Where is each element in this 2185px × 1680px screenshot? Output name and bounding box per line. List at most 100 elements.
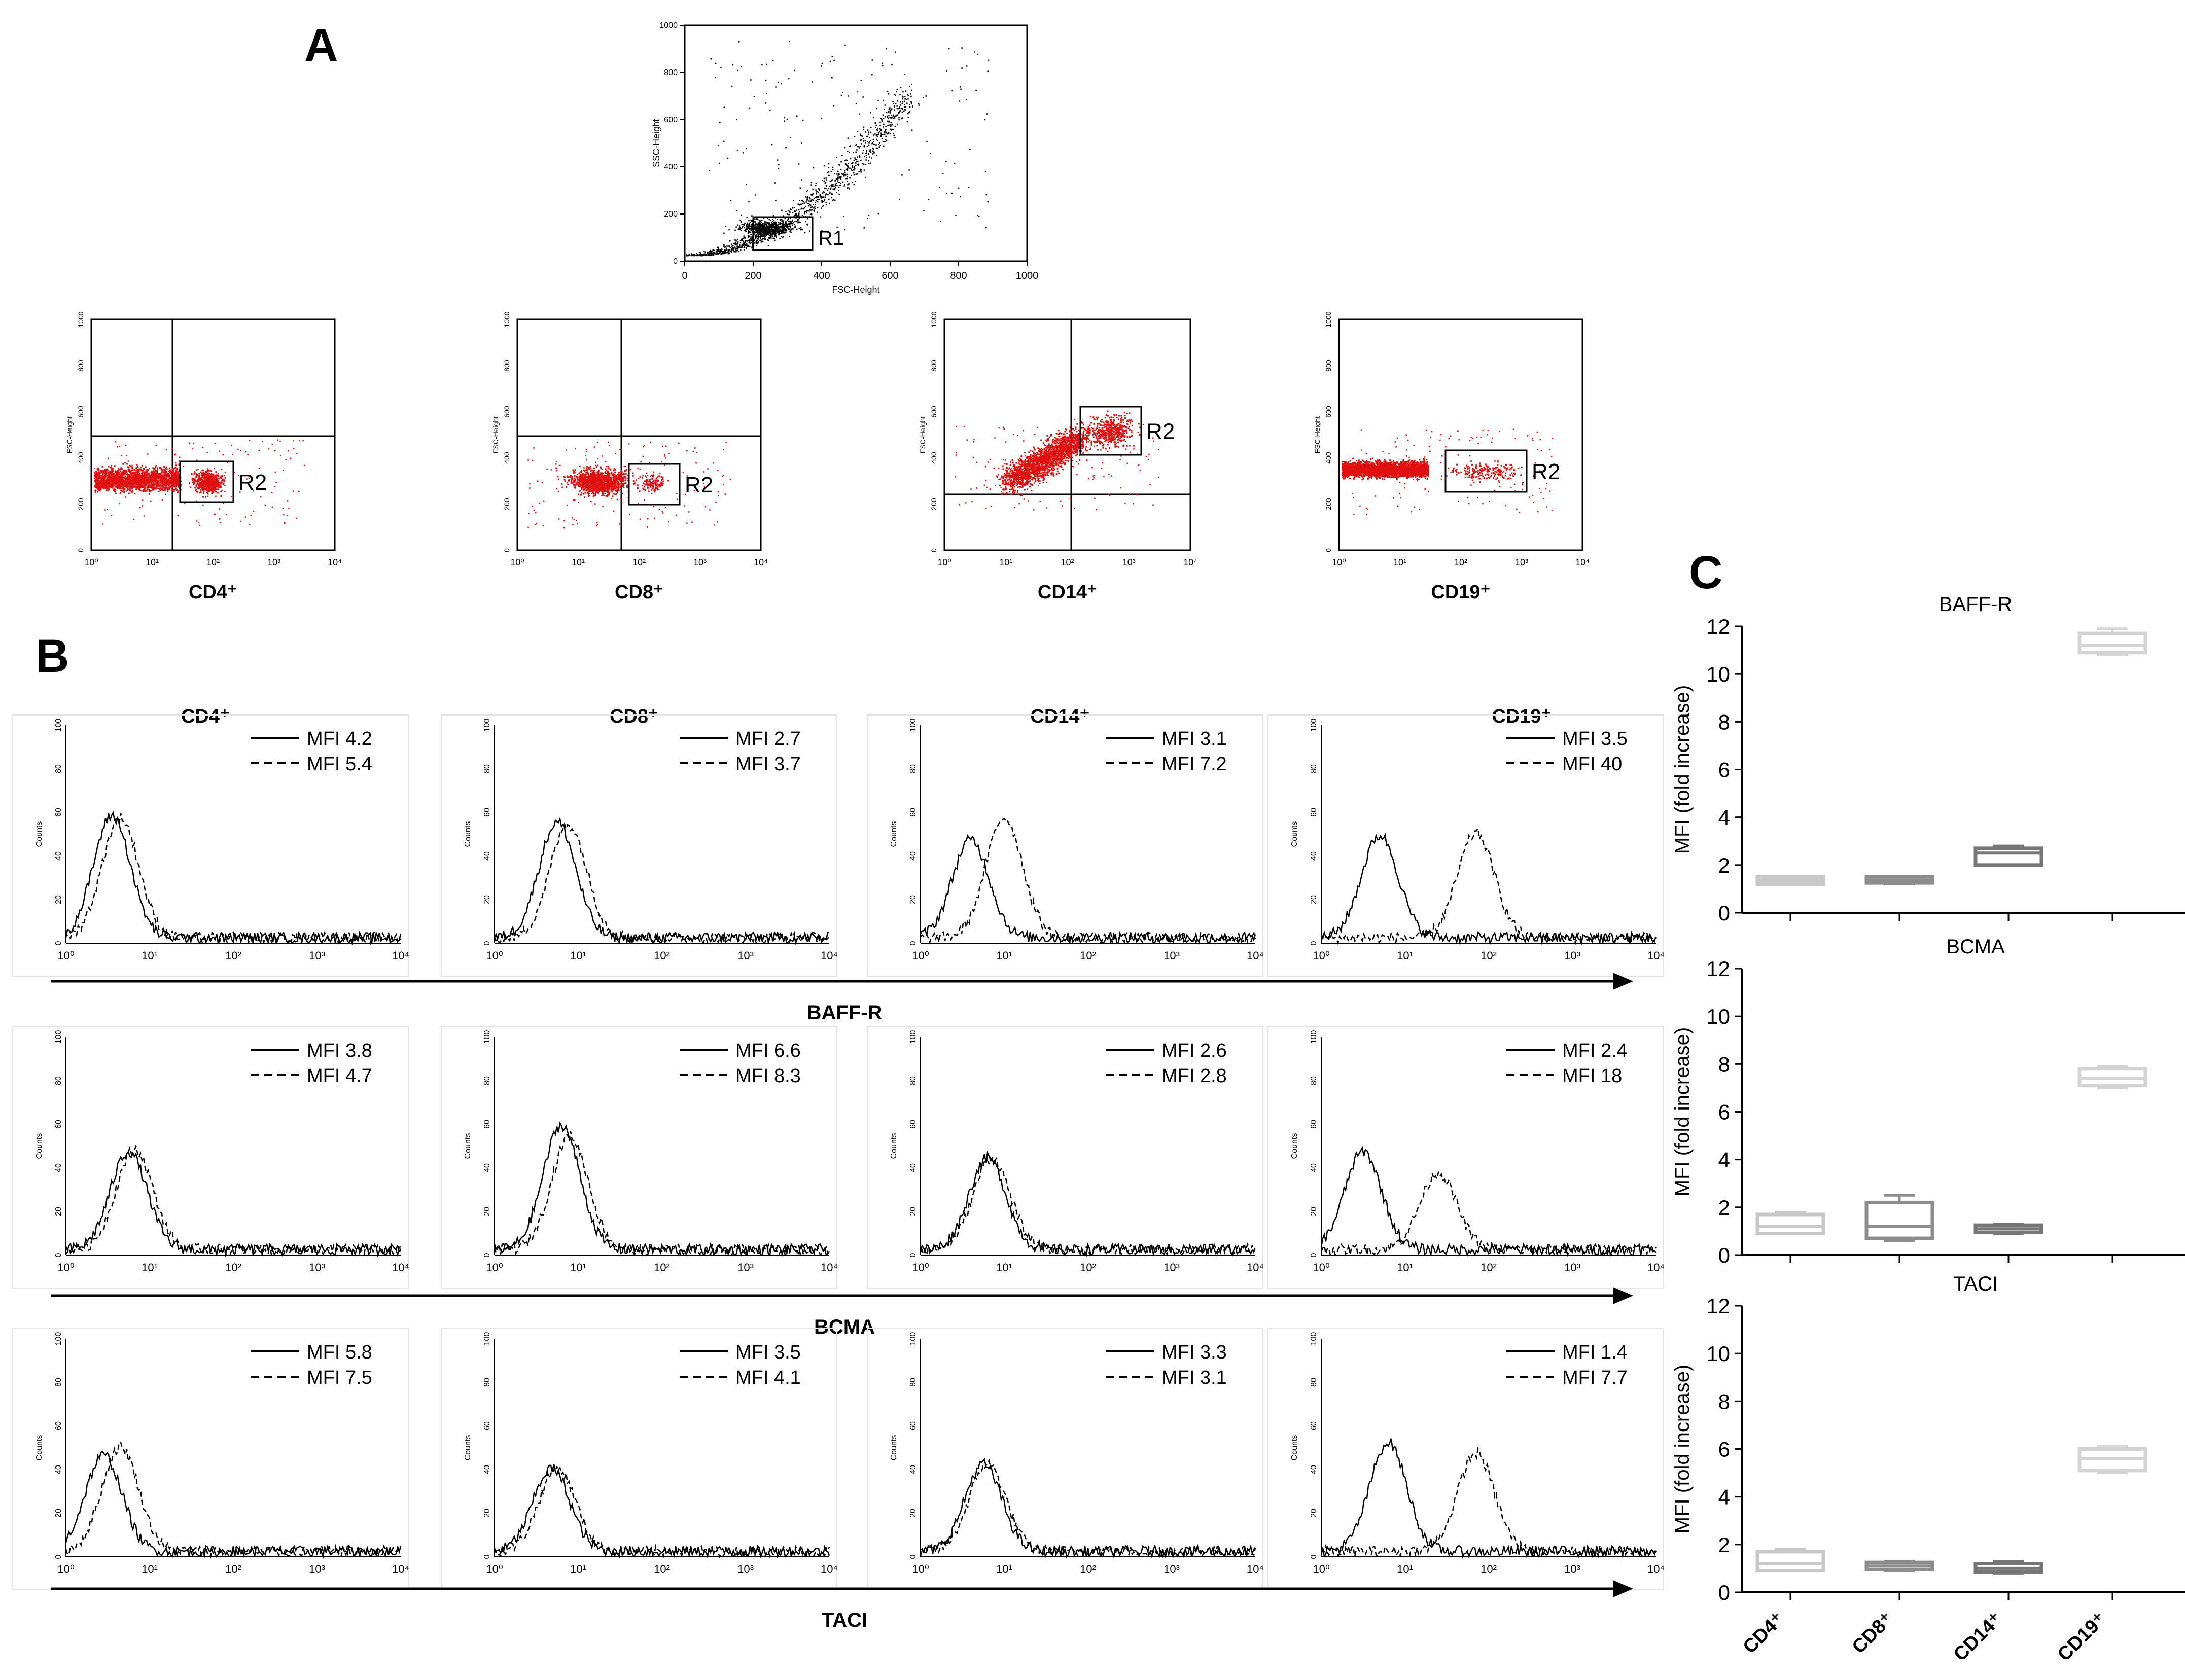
histogram-xtick-label: 10³ [1564, 949, 1580, 962]
box-iqr [1755, 1212, 1825, 1236]
histogram-solid-curve [494, 1121, 830, 1258]
region-label: R2 [1532, 459, 1560, 484]
histogram-plot-TACI-4: 0 20 40 60 80 100 Counts 10⁰ 10¹ 10² 10³ 10⁴ MFI 1.4… [1267, 1328, 1665, 1590]
region-label: R2 [1146, 419, 1175, 444]
box-chart-ytick-label: 10 [1706, 662, 1730, 686]
histogram-ylabel: Counts [1290, 1133, 1299, 1159]
histogram-ytick-label: 40 [54, 851, 63, 861]
column-header: CD8⁺ [610, 706, 658, 727]
legend-mfi-dashed: MFI 3.1 [1161, 1367, 1227, 1388]
histogram-ylabel: Counts [464, 821, 472, 847]
box-chart-title: BCMA [1946, 936, 2005, 958]
histogram-xtick-label: 10³ [737, 1261, 754, 1274]
legend-mfi-dashed: MFI 3.7 [735, 754, 801, 775]
legend-mfi-dashed: MFI 2.8 [1161, 1065, 1227, 1087]
box-chart-ytick-label: 12 [1706, 1294, 1730, 1318]
fsc-tick-label: 1000 [503, 311, 511, 327]
log-tick-label: 10² [1454, 557, 1467, 567]
box-chart-ylabel: MFI (fold increase) [1671, 685, 1694, 854]
gated-plot-label: CD4⁺ [189, 582, 237, 603]
legend-mfi-dashed: MFI 4.7 [307, 1065, 372, 1087]
gate-ytick-label: 0 [673, 257, 678, 266]
histogram-ytick-label: 60 [1310, 1421, 1318, 1431]
histogram-xtick-label: 10² [1080, 949, 1096, 962]
histogram-ytick-label: 60 [1310, 1120, 1318, 1129]
histogram-outer-frame [441, 1026, 837, 1289]
gate-xtick-label: 800 [950, 270, 967, 281]
log-tick-label: 10³ [693, 557, 707, 567]
histogram-xtick-label: 10² [225, 1261, 241, 1274]
histogram-ytick-label: 0 [1310, 1554, 1318, 1559]
histogram-xtick-label: 10² [1080, 1261, 1096, 1274]
legend-mfi-solid: MFI 3.5 [735, 1342, 801, 1363]
gated-plot-label: CD19⁺ [1431, 582, 1490, 603]
histogram-ytick-label: 80 [483, 1076, 491, 1085]
box-chart-title: TACI [1953, 1273, 1998, 1295]
histogram-xtick-label: 10³ [309, 949, 325, 962]
histogram-xtick-label: 10¹ [142, 1261, 158, 1274]
histogram-dashed-curve [1320, 1446, 1657, 1559]
histogram-ylabel: Counts [464, 1133, 472, 1159]
panel-c-label: C [1689, 547, 1722, 598]
gated-plot-label: CD8⁺ [615, 582, 663, 603]
box-iqr [2077, 631, 2147, 655]
fsc-tick-label: 200 [77, 498, 85, 510]
histogram-xtick-label: 10⁰ [912, 1563, 929, 1576]
legend-mfi-dashed: MFI 7.2 [1161, 754, 1227, 775]
histogram-xtick-label: 10⁴ [392, 1261, 409, 1274]
box-chart-ytick-label: 12 [1706, 957, 1730, 981]
box-chart-title: BAFF-R [1939, 593, 2012, 616]
histogram-ytick-label: 20 [909, 1509, 918, 1518]
histogram-xtick-label: 10⁴ [392, 949, 409, 962]
histogram-xtick-label: 10² [654, 949, 670, 962]
histogram-xtick-label: 10² [654, 1563, 670, 1576]
histogram-xtick-label: 10⁴ [1247, 949, 1264, 962]
fsc-tick-label: 800 [930, 360, 938, 372]
box-chart-ytick-label: 4 [1718, 1485, 1730, 1509]
log-tick-label: 10¹ [146, 557, 159, 567]
box-iqr [1755, 1550, 1825, 1573]
box-chart-ytick-label: 8 [1718, 1052, 1730, 1076]
histogram-xtick-label: 10³ [1164, 1261, 1180, 1274]
histogram-outer-frame [1267, 1026, 1664, 1289]
box-chart-ytick-label: 12 [1706, 615, 1730, 638]
histogram-solid-curve [920, 834, 1256, 944]
histogram-ylabel: Counts [1290, 1435, 1299, 1461]
histogram-xtick-label: 10⁰ [57, 1563, 74, 1576]
marker-axis-label: BAFF-R [807, 1002, 883, 1024]
histogram-plot-BAFF-R-1: 0 20 40 60 80 100 Counts 10⁰ 10¹ 10² 10³ 10⁴ MFI 4.2… [12, 714, 409, 977]
histogram-xtick-label: 10³ [309, 1261, 325, 1274]
gated-plot-3: R2 10⁰ 10¹ 10² 10³ 10⁴ 0 200 400 600 800 1000 FSC-He… [919, 311, 1197, 603]
gated-plot-frame [943, 318, 1191, 551]
fsc-tick-label: 0 [1324, 548, 1332, 552]
fsc-tick-label: 800 [503, 360, 511, 372]
histogram-ytick-label: 100 [54, 1030, 63, 1044]
histogram-solid-curve [65, 811, 402, 946]
histogram-xtick-label: 10⁴ [821, 1261, 838, 1274]
histogram-solid-curve [494, 816, 830, 945]
histogram-xtick-label: 10² [1481, 949, 1497, 962]
fsc-tick-label: 600 [77, 406, 85, 418]
histogram-dashed-curve [65, 1143, 402, 1258]
histogram-ytick-label: 60 [54, 808, 63, 817]
legend-mfi-solid: MFI 2.7 [735, 728, 801, 749]
histogram-plot-BAFF-R-2: 0 20 40 60 80 100 Counts 10⁰ 10¹ 10² 10³ 10⁴ MFI 2.7… [441, 714, 838, 977]
histogram-xtick-label: 10³ [737, 1563, 754, 1576]
box-chart-BAFF-R: 0 2 4 6 8 10 12 MFI (fold increase) BAFF-R [1671, 593, 2185, 925]
histogram-ytick-label: 0 [909, 941, 918, 945]
gated-event-dots [955, 410, 1160, 511]
histogram-outer-frame [1267, 714, 1664, 977]
fsc-tick-label: 600 [503, 406, 511, 418]
fsc-ylabel: FSC-Height [1313, 416, 1321, 453]
histogram-xtick-label: 10⁰ [1313, 1563, 1329, 1576]
gate-xtick-label: 1000 [1016, 270, 1039, 281]
legend-mfi-solid: MFI 6.6 [735, 1040, 801, 1061]
histogram-ytick-label: 40 [1310, 1163, 1318, 1172]
histogram-ytick-label: 0 [54, 941, 63, 945]
gate-region-box [752, 216, 814, 251]
fsc-tick-label: 400 [1324, 452, 1332, 464]
gate-event-dots [686, 41, 990, 257]
histogram-outer-frame [441, 714, 837, 977]
marker-axis-arrowhead [1613, 973, 1633, 990]
histogram-solid-curve [65, 1150, 401, 1258]
